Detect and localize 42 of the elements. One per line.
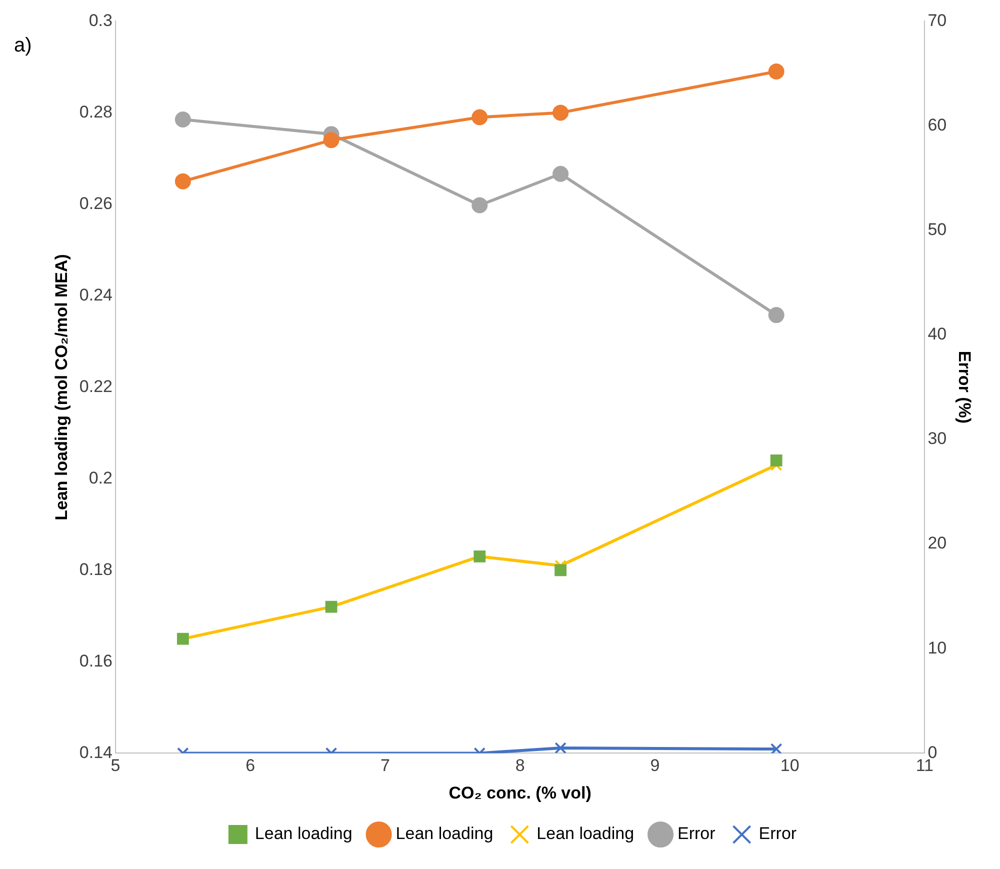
y-tick-label: 0.24 (79, 285, 112, 304)
y-tick-label: 0.18 (79, 560, 112, 579)
point (768, 64, 784, 80)
legend-label: Lean loading (396, 824, 494, 844)
point (323, 132, 340, 148)
y-axis-title: Lean loading (mol CO₂/mol MEA) (52, 254, 71, 520)
legend-label: Error (678, 824, 716, 844)
y-tick-label: 0.3 (88, 10, 112, 30)
x-tick-label: 7 (380, 756, 390, 776)
x-tick-label: 10 (780, 756, 800, 776)
point (472, 109, 488, 126)
x-axis-title: CO₂ conc. (% vol) (448, 783, 592, 802)
y-tick-label: 0.28 (79, 102, 112, 122)
legend-label: Lean loading (536, 824, 634, 844)
point (770, 454, 782, 466)
y2-tick-label: 40 (928, 324, 947, 344)
y-tick-label: 0.22 (79, 376, 112, 396)
y2-tick-label: 60 (928, 115, 947, 134)
y2-tick-label: 30 (928, 429, 947, 448)
point (472, 197, 488, 214)
x-tick-label: 8 (515, 756, 525, 776)
y-tick-label: 0.2 (88, 468, 112, 488)
y-tick-label: 0.16 (79, 651, 112, 670)
point (554, 564, 566, 576)
y-tick-label: 0.26 (79, 194, 112, 213)
text: a) (14, 34, 32, 57)
point (768, 307, 784, 324)
y2-tick-label: 70 (928, 10, 947, 30)
y2-tick-label: 50 (928, 220, 947, 240)
legend-label: Error (758, 824, 797, 844)
y2-tick-label: 20 (928, 534, 947, 553)
x-tick-label: 9 (650, 756, 660, 776)
y2-tick-label: 10 (928, 638, 947, 658)
point (552, 166, 569, 182)
legend-label: Lean loading (254, 824, 352, 844)
y2-axis-title: Error (%) (955, 350, 974, 424)
x-tick-label: 6 (246, 756, 256, 776)
y-tick-label: 0.14 (79, 742, 112, 762)
point (552, 104, 569, 121)
x-tick-label: 5 (110, 756, 120, 776)
point (174, 111, 191, 128)
point (174, 173, 191, 190)
